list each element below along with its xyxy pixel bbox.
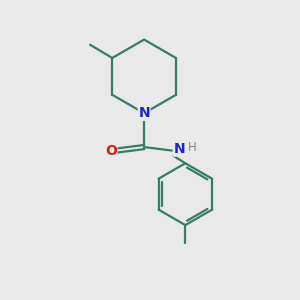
Text: N: N bbox=[174, 142, 185, 156]
Text: H: H bbox=[188, 141, 196, 154]
Text: O: O bbox=[105, 144, 117, 158]
Text: N: N bbox=[138, 106, 150, 120]
